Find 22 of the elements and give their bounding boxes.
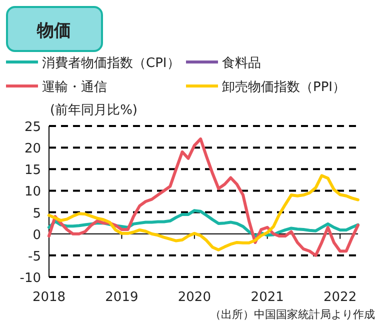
chart-title: 物価 xyxy=(36,21,71,41)
y-tick-label: 5 xyxy=(32,206,41,222)
x-tick-label: 2019 xyxy=(105,290,138,305)
y-tick-label: 20 xyxy=(24,142,41,157)
legend-label: 食料品 xyxy=(222,56,261,71)
y-tick-label: 15 xyxy=(24,163,41,178)
legend-label: 卸売物価指数（PPI） xyxy=(222,80,346,95)
x-tick-label: 2022 xyxy=(324,290,357,305)
line-series xyxy=(48,174,360,252)
y-tick-label: 10 xyxy=(24,184,41,200)
x-tick-label: 2018 xyxy=(32,290,66,305)
legend-label: 運輸・通信 xyxy=(42,80,107,95)
y-tick-label: 0 xyxy=(32,228,41,243)
x-tick-label: 2020 xyxy=(178,290,211,305)
y-axis-title: (前年同月比%) xyxy=(50,103,138,118)
line-series xyxy=(48,137,360,257)
x-tick-label: 2021 xyxy=(250,290,284,305)
text: （出所）中国国家統計局より作成 xyxy=(210,308,375,321)
y-tick-label: 25 xyxy=(24,120,41,135)
y-tick-label: -5 xyxy=(28,249,41,264)
legend-label: 消費者物価指数（CPI） xyxy=(42,56,180,71)
y-tick-label: -10 xyxy=(20,271,41,286)
